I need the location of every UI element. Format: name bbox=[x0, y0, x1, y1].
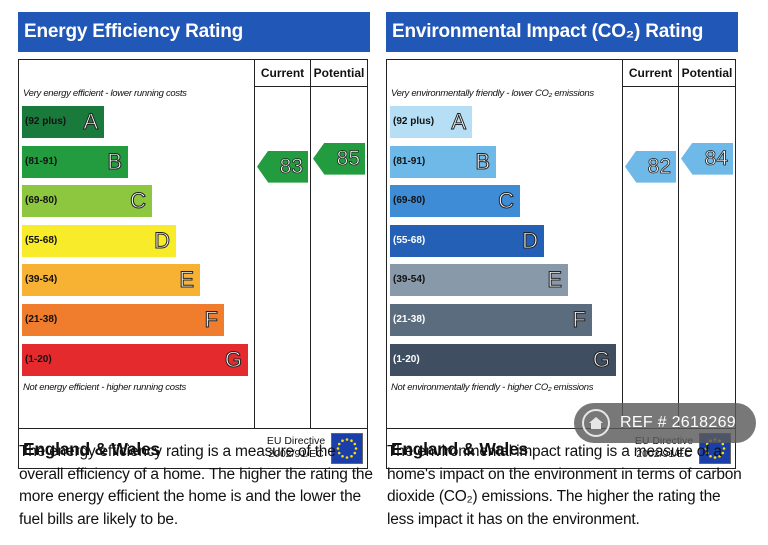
band-range-label: (39-54) bbox=[393, 274, 426, 286]
caption-top: Very energy efficient - lower running co… bbox=[23, 88, 187, 99]
band-letter: A bbox=[83, 109, 99, 135]
band-letter: D bbox=[522, 227, 539, 253]
eu-flag-icon bbox=[331, 433, 363, 464]
band-letter: C bbox=[130, 188, 147, 214]
rating-band-b: (81-91) B bbox=[390, 145, 496, 178]
band-letter: F bbox=[572, 307, 586, 333]
band-letter: A bbox=[451, 109, 467, 135]
caption-bottom: Not energy efficient - higher running co… bbox=[23, 382, 186, 393]
header-divider bbox=[622, 86, 735, 87]
rating-band-a: (92 plus) A bbox=[390, 106, 472, 138]
current-rating-arrow: 83 bbox=[257, 150, 308, 183]
band-range-label: (92 plus) bbox=[393, 116, 435, 127]
band-letter: G bbox=[592, 346, 610, 372]
band-range-label: (39-54) bbox=[25, 274, 58, 286]
home-icon bbox=[582, 409, 610, 437]
environmental-impact-chart: Current Potential Very environmentally f… bbox=[386, 59, 736, 429]
eu-stars-icon bbox=[336, 438, 358, 459]
current-rating-value: 82 bbox=[647, 154, 671, 178]
energy-efficiency-description: The energy efficiency rating is a measur… bbox=[19, 443, 373, 528]
rating-band-c: (69-80) C bbox=[22, 185, 152, 218]
environmental-impact-description: The environmental impact rating is a mea… bbox=[387, 443, 742, 528]
rating-band-e: (39-54) E bbox=[22, 264, 200, 297]
caption-top: Very environmentally friendly - lower CO… bbox=[391, 88, 594, 99]
rating-band-d: (55-68) D bbox=[390, 224, 544, 257]
band-range-label: (92 plus) bbox=[25, 116, 67, 127]
caption-bottom: Not environmentally friendly - higher CO… bbox=[391, 382, 594, 393]
potential-rating-arrow: 85 bbox=[313, 142, 365, 175]
chart-footer: England & Wales EU Directive 2002/91/EC bbox=[18, 429, 368, 469]
rating-band-g: (1-20) G bbox=[22, 343, 248, 376]
rating-band-f: (21-38) F bbox=[390, 304, 592, 336]
rating-band-g: (1-20) G bbox=[390, 343, 616, 376]
band-range-label: (81-91) bbox=[393, 155, 426, 167]
header-divider bbox=[254, 86, 367, 87]
band-range-label: (69-80) bbox=[393, 195, 426, 207]
potential-rating-value: 84 bbox=[704, 146, 728, 170]
current-rating-value: 83 bbox=[279, 154, 303, 178]
region-label: England & Wales bbox=[391, 439, 528, 459]
rating-band-a: (92 plus) A bbox=[22, 106, 104, 138]
band-letter: F bbox=[204, 307, 218, 333]
chart-footer: England & Wales EU Directive 2002/91/EC bbox=[386, 429, 736, 469]
column-divider bbox=[622, 60, 623, 428]
band-letter: G bbox=[224, 346, 242, 372]
potential-column-header: Potential bbox=[681, 66, 733, 80]
band-range-label: (21-38) bbox=[393, 314, 426, 325]
band-letter: E bbox=[179, 267, 195, 293]
energy-efficiency-chart: Current Potential Very energy efficient … bbox=[18, 59, 368, 429]
column-divider bbox=[310, 60, 311, 428]
eu-directive-label: EU Directive 2002/91/EC bbox=[263, 435, 329, 461]
band-letter: D bbox=[154, 227, 171, 253]
region-label: England & Wales bbox=[23, 439, 160, 459]
rating-band-f: (21-38) F bbox=[22, 304, 224, 336]
rating-band-e: (39-54) E bbox=[390, 264, 568, 297]
band-range-label: (1-20) bbox=[25, 353, 52, 365]
band-range-label: (55-68) bbox=[393, 234, 426, 246]
band-range-label: (81-91) bbox=[25, 155, 58, 167]
potential-rating-value: 85 bbox=[336, 146, 360, 170]
current-column-header: Current bbox=[628, 66, 673, 80]
eu-directive-line2: 2002/91/EC bbox=[268, 448, 324, 460]
energy-efficiency-panel: Energy Efficiency Rating Current Potenti… bbox=[18, 12, 370, 469]
band-letter: B bbox=[107, 148, 123, 174]
band-range-label: (55-68) bbox=[25, 234, 58, 246]
home-shape-icon bbox=[589, 417, 603, 429]
column-divider bbox=[678, 60, 679, 428]
band-range-label: (69-80) bbox=[25, 195, 58, 207]
band-range-label: (1-20) bbox=[393, 353, 420, 365]
environmental-impact-title: Environmental Impact (CO₂) Rating bbox=[386, 12, 738, 52]
reference-badge: REF # 2618269 bbox=[574, 403, 756, 443]
rating-band-c: (69-80) C bbox=[390, 185, 520, 218]
current-column-header: Current bbox=[260, 66, 305, 80]
reference-number: REF # 2618269 bbox=[620, 414, 736, 431]
environmental-impact-panel: Environmental Impact (CO₂) Rating Curren… bbox=[386, 12, 738, 469]
band-letter: B bbox=[475, 148, 491, 174]
eu-directive-line1: EU Directive bbox=[266, 435, 326, 447]
band-letter: E bbox=[547, 267, 563, 293]
rating-band-b: (81-91) B bbox=[22, 145, 128, 178]
eu-directive-line2: 2002/91/EC bbox=[636, 448, 692, 460]
rating-band-d: (55-68) D bbox=[22, 224, 176, 257]
potential-column-header: Potential bbox=[313, 66, 365, 80]
column-divider bbox=[254, 60, 255, 428]
current-rating-arrow: 82 bbox=[625, 150, 676, 183]
band-letter: C bbox=[498, 188, 515, 214]
potential-rating-arrow: 84 bbox=[681, 142, 733, 175]
band-range-label: (21-38) bbox=[25, 314, 58, 325]
energy-efficiency-title: Energy Efficiency Rating bbox=[18, 12, 370, 52]
